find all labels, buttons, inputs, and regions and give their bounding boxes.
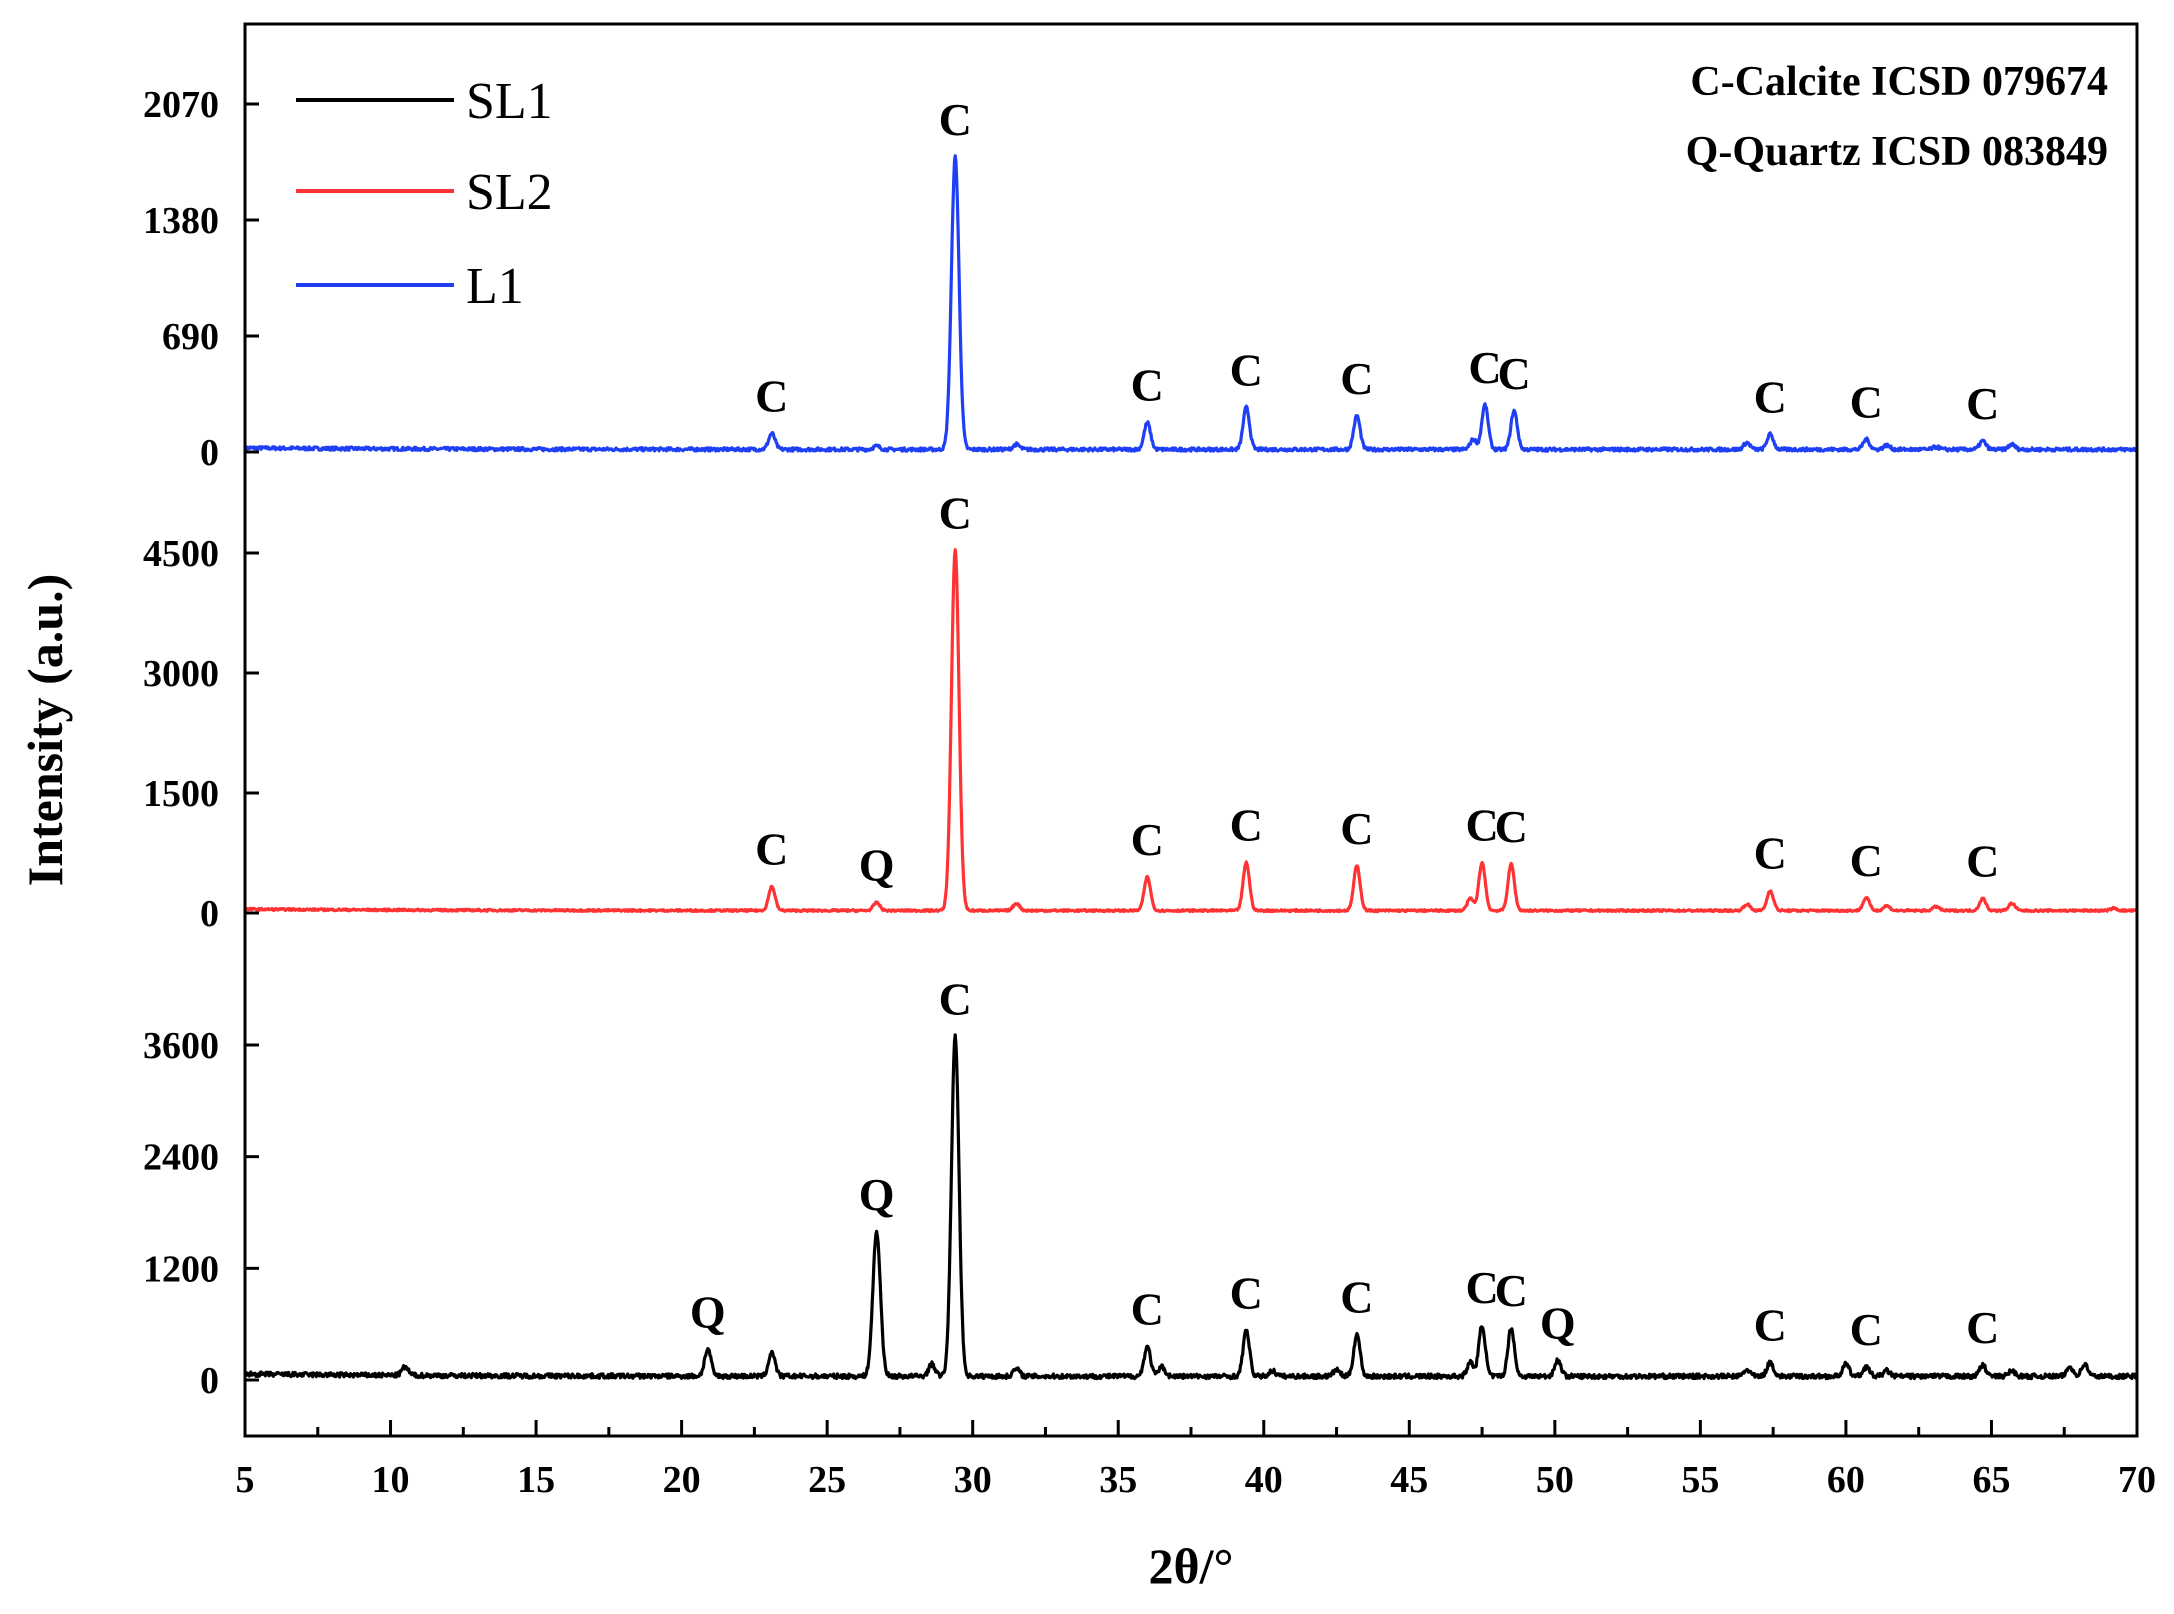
x-tick-label-1: 10	[372, 1459, 410, 1501]
peak-label-sl2-12: C	[1850, 835, 1883, 886]
peak-label-l1-5: C	[1230, 344, 1263, 395]
peak-label-sl2-6: C	[1340, 803, 1373, 854]
y-tick-label-sl1-2: 2400	[143, 1137, 219, 1179]
y-tick-label-sl2-3: 4500	[143, 533, 219, 575]
peak-label-sl1-9: C	[1230, 1268, 1263, 1319]
peak-label-sl1-12: C	[1340, 1271, 1373, 1322]
legend-label-sl2: SL2	[466, 164, 553, 221]
x-tick-label-2: 15	[517, 1459, 555, 1501]
legend: SL1 SL2 L1	[296, 73, 553, 315]
peak-label-sl1-20: C	[1850, 1304, 1883, 1355]
y-tick-label-l1-3: 2070	[143, 84, 219, 126]
y-tick-label-l1-2: 1380	[143, 200, 219, 242]
reference-note-calcite: C-Calcite ICSD 079674	[1690, 59, 2108, 105]
y-tick-label-l1-1: 690	[162, 316, 219, 358]
legend-label-sl1: SL1	[466, 73, 553, 130]
peak-label-sl1-16: Q	[1540, 1298, 1576, 1349]
y-tick-label-sl2-1: 1500	[143, 773, 219, 815]
peak-label-l1-11: C	[1754, 371, 1787, 422]
y-axis: 0 690 1380 2070 0 1500 3000 4500 0 1200 2400 3600	[143, 84, 259, 1402]
peak-label-sl1-5: C	[939, 974, 972, 1025]
peak-label-sl2-8: C	[1465, 800, 1498, 851]
peak-label-l1-0: C	[755, 371, 788, 422]
peak-label-sl2-5: C	[1230, 800, 1263, 851]
x-axis: 5 10 15 20 25 30 35 40 45 50 55 60 65 70	[236, 1420, 2156, 1501]
peak-label-sl1-15: C	[1495, 1265, 1528, 1316]
peak-label-sl2-2: C	[939, 488, 972, 539]
x-tick-label-11: 60	[1827, 1459, 1865, 1501]
x-tick-label-3: 20	[663, 1459, 701, 1501]
peak-label-sl2-4: C	[1131, 814, 1164, 865]
x-tick-label-13: 70	[2118, 1459, 2156, 1501]
peak-label-sl1-14: C	[1465, 1262, 1498, 1313]
peak-label-l1-15: C	[1966, 378, 1999, 429]
x-tick-label-10: 55	[1681, 1459, 1719, 1501]
peak-label-l1-6: C	[1340, 353, 1373, 404]
reference-note-quartz: Q-Quartz ICSD 083849	[1686, 129, 2108, 175]
trace-sl2	[243, 548, 2138, 914]
peak-label-l1-2: C	[939, 94, 972, 145]
peak-label-sl2-11: C	[1754, 828, 1787, 879]
peak-label-sl1-22: C	[1966, 1302, 1999, 1353]
peak-label-sl2-9: C	[1495, 801, 1528, 852]
y-tick-label-sl1-0: 0	[200, 1360, 219, 1402]
peak-label-sl1-7: C	[1131, 1284, 1164, 1335]
x-tick-label-6: 35	[1099, 1459, 1137, 1501]
peak-label-sl1-1: Q	[690, 1286, 726, 1337]
y-tick-label-sl1-1: 1200	[143, 1248, 219, 1290]
y-tick-label-sl2-0: 0	[200, 893, 219, 935]
x-tick-label-12: 65	[1972, 1459, 2010, 1501]
y-tick-label-l1-0: 0	[200, 432, 219, 474]
legend-label-l1: L1	[466, 258, 524, 315]
x-tick-label-8: 45	[1390, 1459, 1428, 1501]
peak-label-l1-12: C	[1850, 376, 1883, 427]
trace-sl1	[243, 1033, 2139, 1381]
peak-label-l1-4: C	[1131, 360, 1164, 411]
y-tick-label-sl1-3: 3600	[143, 1025, 219, 1067]
x-tick-label-4: 25	[808, 1459, 846, 1501]
y-axis-title: Intensity (a.u.)	[17, 574, 73, 887]
trace-l1	[243, 154, 2138, 453]
peak-label-sl2-1: Q	[859, 840, 895, 891]
x-tick-label-0: 5	[236, 1459, 255, 1501]
peak-label-l1-9: C	[1497, 348, 1530, 399]
peak-label-sl1-18: C	[1754, 1299, 1787, 1350]
peak-label-sl2-0: C	[755, 824, 788, 875]
x-axis-title: 2θ/°	[1149, 1538, 1234, 1594]
y-tick-label-sl2-2: 3000	[143, 653, 219, 695]
peak-label-sl1-3: Q	[859, 1169, 895, 1220]
traces	[243, 154, 2139, 1381]
x-tick-label-9: 50	[1536, 1459, 1574, 1501]
peak-label-sl2-15: C	[1966, 836, 1999, 887]
x-tick-label-5: 30	[954, 1459, 992, 1501]
peak-label-l1-8: C	[1468, 342, 1501, 393]
x-tick-label-7: 40	[1245, 1459, 1283, 1501]
